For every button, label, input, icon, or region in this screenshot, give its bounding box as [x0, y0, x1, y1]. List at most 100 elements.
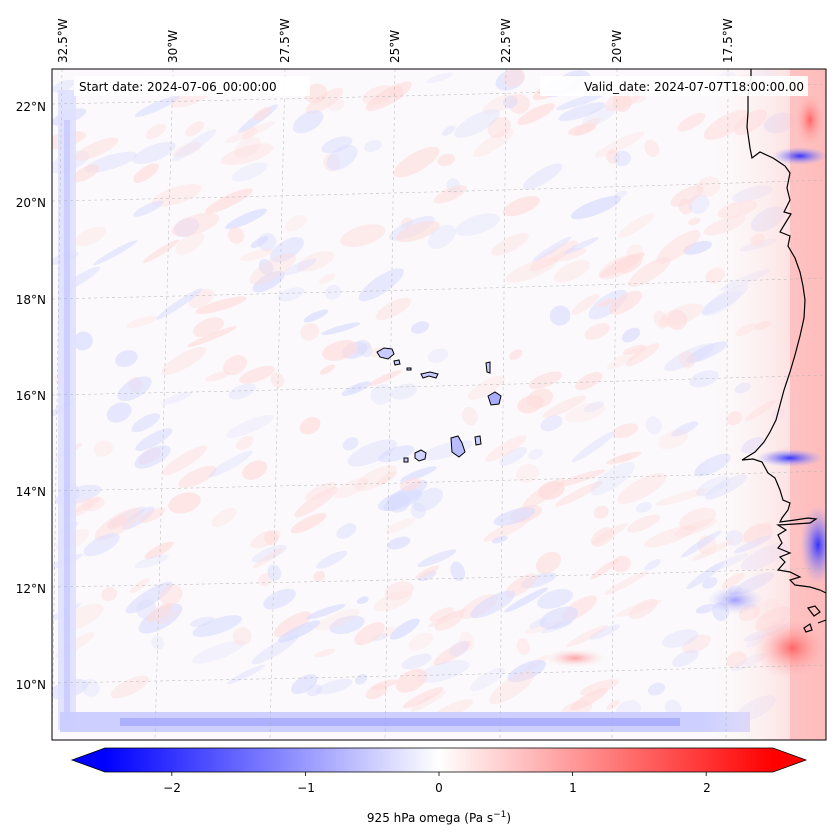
omega-positive-patch	[491, 233, 529, 256]
omega-positive-patch	[517, 395, 544, 414]
omega-positive-patch	[564, 402, 606, 423]
omega-negative-patch	[228, 383, 256, 400]
omega-negative-patch	[449, 640, 469, 657]
omega-positive-patch	[110, 675, 149, 699]
valid-date-label: Valid_date: 2024-07-07T18:00:00.00	[584, 80, 804, 94]
omega-positive-patch	[655, 488, 708, 506]
lat-label-10n: 10°N	[16, 678, 46, 692]
african-coastline	[741, 69, 827, 633]
omega-positive-patch	[535, 551, 561, 574]
island-maio	[474, 435, 482, 446]
omega-positive-patch	[608, 290, 643, 315]
omega-negative-patch	[138, 603, 183, 634]
omega-negative-patch	[192, 640, 245, 664]
omega-positive-patch	[606, 700, 620, 710]
omega-positive-patch	[205, 371, 230, 382]
omega-negative-patch	[661, 629, 699, 648]
omega-negative-patch	[225, 414, 274, 438]
omega-negative-patch	[622, 327, 641, 343]
omega-negative-patch	[549, 305, 571, 326]
omega-positive-patch	[375, 297, 412, 321]
omega-negative-patch	[132, 141, 176, 164]
lat-label-20n: 20°N	[16, 196, 46, 210]
omega-positive-patch	[258, 573, 273, 587]
omega-positive-patch	[606, 451, 642, 465]
omega-positive-patch	[555, 481, 603, 507]
map-frame	[51, 68, 827, 741]
lat-label-14n: 14°N	[16, 485, 46, 499]
omega-negative-patch	[93, 240, 138, 266]
omega-negative-patch	[401, 653, 432, 670]
omega-positive-patch	[393, 146, 440, 178]
omega-negative-patch	[455, 213, 500, 236]
omega-negative-patch	[410, 502, 426, 519]
omega-negative-patch	[336, 523, 357, 539]
omega-positive-patch	[402, 686, 444, 709]
omega-negative-patch	[151, 635, 165, 650]
omega-positive-patch	[434, 611, 464, 631]
omega-positive-patch	[580, 678, 620, 696]
omega-negative-patch	[347, 384, 362, 394]
omega-positive-patch	[570, 687, 608, 711]
omega-negative-patch	[231, 162, 268, 182]
omega-positive-patch	[502, 196, 540, 217]
omega-negative-patch	[117, 376, 152, 402]
omega-positive-patch	[542, 395, 586, 418]
omega-positive-patch	[299, 417, 321, 435]
omega-positive-patch	[74, 137, 119, 161]
omega-positive-patch	[270, 372, 285, 388]
omega-positive-patch	[612, 555, 631, 573]
omega-negative-patch	[277, 287, 305, 302]
omega-positive-patch	[300, 323, 320, 341]
omega-negative-patch	[267, 564, 282, 581]
omega-positive-patch	[551, 247, 587, 262]
colorbar-tick-label: 1	[569, 781, 577, 795]
colorbar-tick-label: 2	[703, 781, 711, 795]
omega-positive-patch	[617, 213, 655, 238]
omega-negative-patch	[316, 550, 348, 569]
omega-negative-patch	[73, 331, 93, 351]
omega-positive-patch	[139, 507, 166, 523]
lat-label-12n: 12°N	[16, 582, 46, 596]
omega-positive-patch	[575, 371, 603, 391]
omega-positive-patch	[429, 607, 455, 622]
omega-negative-patch	[386, 493, 411, 513]
omega-negative-patch	[671, 421, 699, 437]
omega-negative-patch	[263, 588, 296, 610]
omega-negative-patch	[427, 224, 456, 249]
island-santo-antao	[376, 347, 395, 360]
omega-positive-patch	[482, 94, 518, 114]
omega-negative-patch	[250, 236, 269, 248]
left-boundary-inner	[64, 120, 70, 720]
omega-negative-patch	[529, 617, 548, 629]
omega-negative-patch	[672, 649, 699, 668]
omega-positive-patch	[529, 240, 578, 272]
omega-positive-patch	[234, 136, 261, 158]
colorbar-max-extension	[773, 748, 806, 772]
start-date-label: Start date: 2024-07-06_00:00:00	[79, 80, 277, 94]
omega-positive-patch	[678, 350, 696, 369]
omega-negative-patch	[647, 682, 666, 696]
omega-negative-patch	[507, 659, 546, 683]
omega-positive-patch	[597, 298, 616, 308]
lon-label-17-5w: 17.5°W	[721, 18, 735, 63]
omega-positive-patch	[304, 482, 337, 501]
omega-negative-patch	[192, 615, 243, 637]
omega-positive-patch	[619, 453, 632, 462]
latitude-labels: 22°N 20°N 18°N 16°N 14°N 12°N 10°N	[16, 100, 46, 692]
island-sao-vicente	[393, 359, 401, 366]
omega-positive-patch	[483, 517, 530, 542]
omega-positive-patch	[656, 230, 701, 264]
omega-negative-patch	[83, 533, 120, 557]
omega-positive-patch	[590, 558, 620, 580]
omega-negative-patch	[131, 413, 161, 433]
omega-positive-patch	[82, 496, 105, 512]
omega-positive-patch	[594, 131, 645, 158]
omega-negative-patch	[291, 674, 318, 695]
omega-negative-patch	[400, 466, 437, 482]
omega-positive-patch	[568, 123, 596, 136]
omega-positive-patch	[144, 541, 174, 560]
colorbar-tick-label: 0	[435, 781, 443, 795]
omega-negative-patch	[416, 660, 470, 683]
